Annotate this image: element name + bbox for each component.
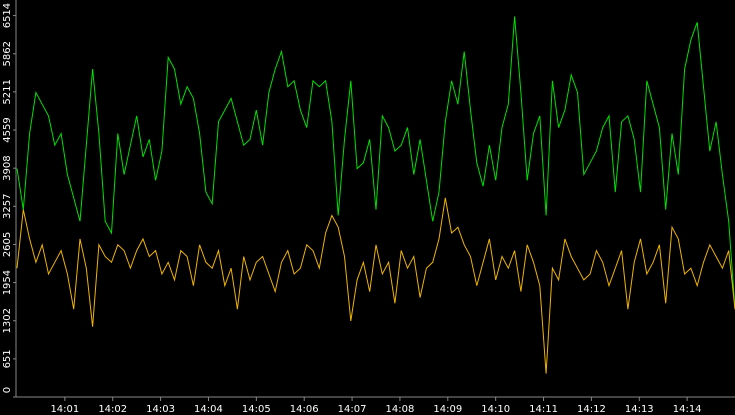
series-line — [16, 197, 735, 374]
x-tick-label: 14:12 — [577, 404, 606, 415]
x-tick-label: 14:03 — [146, 404, 175, 415]
x-tick-label: 14:02 — [98, 404, 127, 415]
x-tick-label: 14:05 — [242, 404, 271, 415]
x-tick-label: 14:07 — [338, 404, 367, 415]
x-tick-label: 14:11 — [529, 404, 558, 415]
y-tick-label: 3257 — [2, 194, 13, 219]
y-tick-label: 4559 — [2, 117, 13, 142]
x-tick-label: 14:08 — [386, 404, 415, 415]
x-tick-label: 14:13 — [625, 404, 654, 415]
y-tick-label: 5862 — [2, 41, 13, 66]
y-tick-label: 1302 — [2, 308, 13, 333]
x-tick-label: 14:01 — [50, 404, 79, 415]
y-tick-label: 3908 — [2, 155, 13, 180]
y-tick-label: 2605 — [2, 232, 13, 257]
x-tick-label: 14:10 — [481, 404, 510, 415]
y-tick-label: 5211 — [2, 79, 13, 104]
x-tick-label: 14:09 — [433, 404, 462, 415]
y-tick-label: 6514 — [2, 3, 13, 28]
series-line — [16, 16, 735, 310]
y-tick-label: 0 — [2, 387, 13, 393]
x-tick-label: 14:14 — [673, 404, 702, 415]
y-tick-label: 1954 — [2, 270, 13, 295]
x-tick-label: 14:04 — [194, 404, 223, 415]
x-tick-label: 14:06 — [290, 404, 319, 415]
y-tick-label: 651 — [2, 349, 13, 368]
